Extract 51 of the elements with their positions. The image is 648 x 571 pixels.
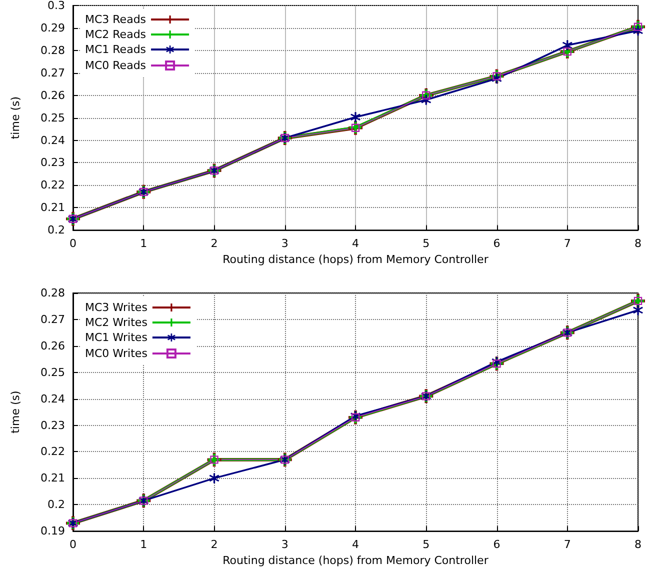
legend-label: MC3 Reads [84, 13, 146, 26]
x-tick-label: 7 [564, 237, 571, 250]
x-tick-label: 4 [352, 237, 359, 250]
y-tick-label: 0.2 [48, 498, 65, 512]
y-tick-label: 0.23 [40, 418, 65, 432]
y-tick-label: 0.25 [40, 366, 65, 379]
x-tick-label: 0 [70, 538, 76, 552]
legend-label: MC1 Reads [84, 43, 146, 56]
y-tick-label: 0.29 [40, 21, 65, 34]
legend-label: MC0 Reads [84, 59, 146, 72]
y-tick-label: 0.3 [48, 0, 65, 12]
y-axis-title: time (s) [9, 96, 22, 140]
x-tick-label: 6 [493, 237, 500, 250]
y-tick-label: 0.24 [40, 134, 65, 147]
y-tick-label: 0.26 [40, 339, 65, 352]
x-tick-label: 0 [70, 237, 76, 250]
x-tick-label: 3 [281, 538, 288, 552]
y-tick-label: 0.19 [40, 524, 65, 538]
y-tick-label: 0.25 [40, 111, 65, 124]
x-tick-label: 1 [140, 538, 148, 552]
y-tick-label: 0.26 [40, 88, 65, 102]
legend-label: MC1 Writes [84, 331, 148, 344]
x-tick-label: 2 [210, 237, 218, 250]
y-tick-label: 0.28 [40, 286, 65, 300]
y-axis-title: time (s) [9, 390, 22, 434]
x-tick-label: 2 [210, 538, 218, 552]
legend-label: MC2 Reads [84, 28, 146, 41]
x-tick-label: 5 [422, 538, 430, 552]
y-tick-label: 0.2 [48, 224, 65, 237]
y-tick-label: 0.24 [40, 392, 65, 406]
x-tick-label: 3 [281, 237, 288, 250]
x-tick-label: 4 [352, 538, 359, 552]
y-tick-label: 0.21 [40, 201, 65, 214]
y-tick-label: 0.22 [40, 178, 65, 192]
x-tick-label: 8 [634, 538, 642, 552]
y-tick-label: 0.27 [40, 312, 65, 326]
x-axis-title: Routing distance (hops) from Memory Controller [222, 253, 489, 266]
y-tick-label: 0.23 [40, 156, 65, 170]
y-tick-label: 0.21 [40, 472, 65, 485]
x-tick-label: 6 [493, 538, 500, 552]
legend-label: MC3 Writes [84, 301, 148, 314]
x-tick-label: 5 [422, 237, 430, 250]
y-tick-label: 0.22 [40, 445, 65, 458]
y-tick-label: 0.28 [40, 44, 65, 57]
legend-label: MC2 Writes [84, 316, 148, 329]
x-axis-title: Routing distance (hops) from Memory Controller [222, 554, 489, 567]
x-tick-label: 1 [140, 237, 148, 250]
y-tick-label: 0.27 [40, 66, 65, 80]
x-tick-label: 7 [564, 538, 571, 552]
legend-label: MC0 Writes [84, 347, 148, 360]
x-tick-label: 8 [634, 237, 642, 250]
